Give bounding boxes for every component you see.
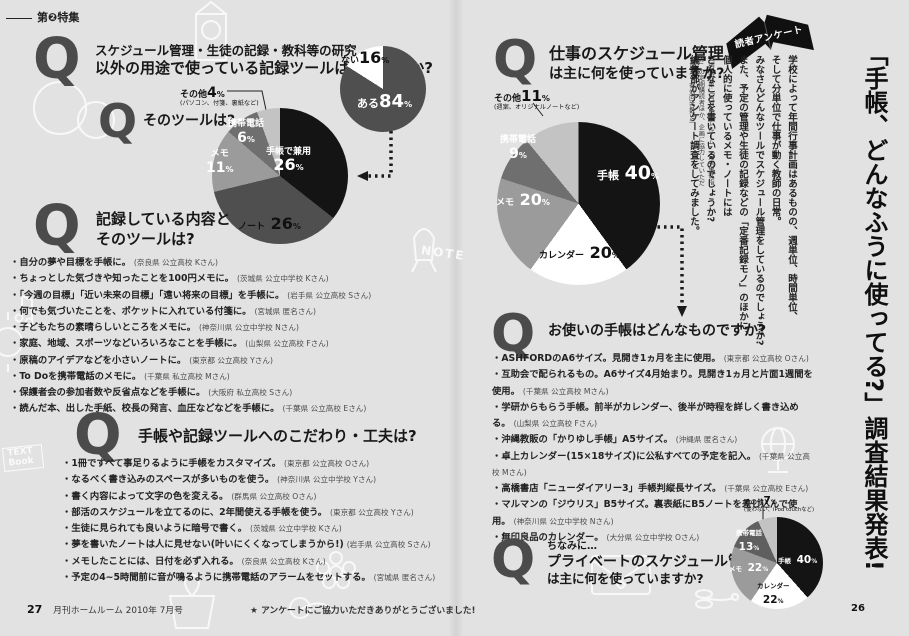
- question-2-text: そのツールは?: [143, 113, 236, 129]
- question-7-text: ちなみに… プライベートのスケジュール管理 は主に何を使っていますか?: [547, 541, 757, 587]
- pie-label-techo-kenyo: 手帳で兼用 26%: [266, 147, 312, 175]
- list-item: 卓上カレンダー(15×18サイズ)に公私すべての予定を記入。(千葉県 公立高校 …: [492, 449, 814, 482]
- question-mark-6: Q: [491, 304, 535, 364]
- pie-label-note: ノート 26%: [238, 214, 301, 233]
- question-mark-3: Q: [33, 194, 81, 259]
- pie-label-keitai-work: 携帯電話 9%: [500, 135, 537, 163]
- question-mark-4: Q: [74, 403, 122, 468]
- question-4-text: 手帳や記録ツールへのこだわり・工夫は?: [138, 427, 417, 445]
- list-item: マルマンの「ジウリス」B5サイズ。裏表紙にB5ノートを差し込んで使用。(神奈川県…: [492, 497, 814, 530]
- list-item: 保護者会の参加者数や反省点などを手帳に。(大阪府 私立高校 Sさん): [10, 385, 458, 401]
- open-book-icon: [726, 14, 814, 69]
- arrow-head-down-icon: [677, 306, 687, 317]
- pie-label-techo-private: 手帳 40%: [778, 554, 818, 566]
- question-mark-7: Q: [491, 530, 535, 590]
- pie-label-keitai: 携帯電話 6%: [228, 119, 265, 147]
- question-mark-5: Q: [493, 30, 537, 90]
- list-item: 沖縄教販の「かりゆし手帳」A5サイズ。(沖縄県 匿名さん): [492, 432, 814, 448]
- rule-line: [6, 17, 32, 19]
- list-item: ASHFORDのA6サイズ。見開き1ヵ月を主に使用。(東京都 公立高校 Oさん): [492, 351, 814, 367]
- pie-chart-work-schedule: [497, 122, 660, 285]
- list-item: To Doを携帯電話のメモに。(千葉県 私立高校 Mさん): [10, 369, 458, 385]
- footer-left: 27 月刊ホームルーム 2010年 7月号: [27, 603, 183, 616]
- article-intro-vertical: 学校によって年間行事計画はあるものの、週単位、時間単位、 そして分単位で仕事が動…: [688, 55, 797, 346]
- list-item: 原稿のアイデアなどを小さいノートに。(東京都 公立高校 Yさん): [10, 353, 458, 369]
- list-item: 1冊ですべて事足りるように手帳をカスタマイズ。(東京都 公立高校 Oさん): [62, 456, 464, 472]
- feature-tag-label: 第❷特集: [37, 11, 80, 24]
- question-5-text: 仕事のスケジュール管理 は主に何を使っていますか?: [549, 44, 725, 82]
- list-item: 互助会で配られるもの。A6サイズ4月始まり。見開き1ヵ月と片面1週間を使用。(千…: [492, 367, 814, 400]
- list-item: 自分の夢や目標を手帳に。(奈良県 公立高校 Kさん): [10, 255, 458, 271]
- page-number-left: 27: [27, 603, 43, 616]
- list-item: 学研からもらう手帳。前半がカレンダー、後半が時程を詳しく書き込める。(山梨県 公…: [492, 400, 814, 433]
- doodle-ring-icon: [33, 81, 115, 139]
- reader-survey-tab: 読者アンケート: [717, 2, 820, 81]
- pie-chart-record-tool-yes-no: [340, 46, 426, 132]
- dotted-arrows: [368, 131, 684, 306]
- pie-label-keitai-private: 携帯電話 13%: [736, 529, 762, 553]
- doodle-clock-tower-icon: [195, 0, 227, 61]
- question-3-text: 記録している内容と そのツールは?: [96, 210, 231, 248]
- pie-label-memo-private: メモ 22%: [729, 562, 769, 574]
- list-item: 生徒に見られても良いように暗号で書く。(茨城県 公立中学校 Kさん): [62, 521, 464, 537]
- survey-note-vertical: 〔調査対象:「月刊ホームルーム」「月刊生徒指導」の定期購読者ほか、企画に協力して…: [687, 56, 714, 187]
- pie-label-techo-work: 手帳 40%: [597, 162, 660, 184]
- pie-label-aru: ある84%: [357, 91, 413, 112]
- pie-label-calendar-work: カレンダー 20%: [539, 243, 620, 262]
- list-item: 何でも気づいたことを、ポケットに入れている付箋に。(宮城県 匿名さん): [10, 304, 458, 320]
- list-item: 「今週の目標」「近い未来の目標」「遠い将来の目標」を手帳に。(岩手県 公立高校 …: [10, 288, 458, 304]
- question-mark-2: Q: [98, 94, 137, 148]
- list-item: 子どもたちの素晴らしいところをメモに。(神奈川県 公立中学校 Nさん): [10, 320, 458, 336]
- list-item: なるべく書き込みのスペースが多いものを使う。(神奈川県 公立中学校 Yさん): [62, 472, 464, 488]
- doodle-text-book: TEXT Book: [1, 443, 45, 472]
- list-item: 読んだ本、出した手紙、校長の発言、血圧などなどを手帳に。(千葉県 公立高校 Eさ…: [10, 401, 458, 417]
- footer-thanks: ★ アンケートにご協力いただきありがとうございました!: [250, 606, 476, 616]
- list-item: 予定の4~5時間前に音が鳴るように携帯電話のアラームをセットする。(宮城県 匿名…: [62, 570, 464, 586]
- list-item: 夢を書いたノートは人に見せない(叶いにくくなってしまうから!)(岩手県 公立高校…: [62, 537, 464, 553]
- tips-list: 1冊ですべて事足りるように手帳をカスタマイズ。(東京都 公立高校 Oさん)なるべ…: [62, 456, 464, 586]
- doodle-envelope-icon: [591, 555, 651, 595]
- article-title-vertical: 「手帳、どんなふうに使ってる?」調査結果発表!: [860, 42, 888, 571]
- list-item: 家庭、地域、スポーツなどいろいろなことを手帳に。(山梨県 公立高校 Fさん): [10, 336, 458, 352]
- pie-label-sonota-work: その他11% (週案、オリジナルノートなど): [494, 87, 580, 111]
- list-item: ちょっとした気づきや知ったことを100円メモに。(茨城県 公立中学校 Kさん): [10, 271, 458, 287]
- list-item: 高橋書店「ニューダイアリー3」手帳判縦長サイズ。(千葉県 公立高校 Eさん): [492, 481, 814, 497]
- pie-chart-private-schedule: [731, 517, 823, 609]
- pie-label-sonota-tools: その他4% (パソコン、付箋、裏紙など): [180, 85, 259, 107]
- question-6-text: お使いの手帳はどんなものですか?: [548, 323, 767, 339]
- pie-label-calendar-private: カレンダー 22%: [757, 582, 790, 606]
- planner-types-list: ASHFORDのA6サイズ。見開き1ヵ月を主に使用。(東京都 公立高校 Oさん)…: [492, 351, 814, 546]
- list-item: 書く内容によって文字の色を変える。(群馬県 公立高校 Oさん): [62, 489, 464, 505]
- page-number-right: 26: [851, 603, 865, 614]
- doodle-dragonfly-icon: [695, 589, 739, 609]
- record-content-list: 自分の夢や目標を手帳に。(奈良県 公立高校 Kさん)ちょっとした気づきや知ったこ…: [10, 255, 458, 418]
- footer-right: 26: [851, 603, 865, 614]
- arrow-head-left-icon: [357, 171, 368, 181]
- pie-label-nai: ない16%: [341, 48, 390, 67]
- doodle-spiral-icon: [289, 597, 335, 619]
- list-item: 無印良品のカレンダー。(大分県 公立中学校 Oさん): [492, 530, 814, 546]
- pie-label-memo-work: メモ 20%: [496, 190, 550, 209]
- question-mark-1: Q: [33, 27, 81, 92]
- list-item: メモしたことには、日付を必ず入れる。(奈良県 公立高校 Kさん): [62, 554, 464, 570]
- pie-label-memo: メモ 11%: [206, 149, 234, 177]
- list-item: 部活のスケジュールを立てるのに、2年間使える手帳を使う。(東京都 公立高校 Yさ…: [62, 505, 464, 521]
- pie-chart-which-tool: [212, 108, 348, 244]
- pie-label-sonota-private: その他7% (使わない、iPod touchなど): [744, 495, 815, 513]
- magazine-title: 月刊ホームルーム 2010年 7月号: [53, 606, 183, 616]
- feature-tag: 第❷特集: [6, 9, 79, 25]
